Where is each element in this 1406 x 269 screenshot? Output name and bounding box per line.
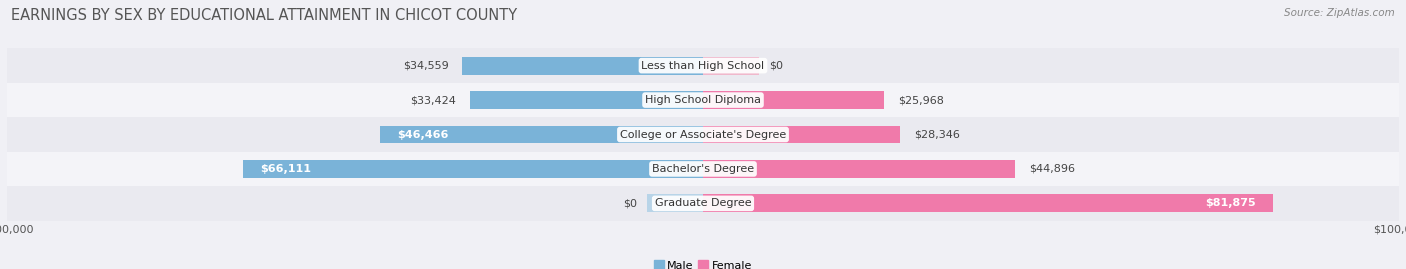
Text: $81,875: $81,875 [1205,198,1256,208]
Text: Graduate Degree: Graduate Degree [655,198,751,208]
Bar [7,152,1399,186]
Text: $46,466: $46,466 [396,129,449,140]
Bar [703,91,884,109]
Text: High School Diploma: High School Diploma [645,95,761,105]
Bar [7,186,1399,221]
Bar [7,48,1399,83]
Bar [7,83,1399,117]
Text: Source: ZipAtlas.com: Source: ZipAtlas.com [1284,8,1395,18]
Text: $0: $0 [769,61,783,71]
Legend: Male, Female: Male, Female [650,256,756,269]
Text: $25,968: $25,968 [897,95,943,105]
Text: $44,896: $44,896 [1029,164,1076,174]
Bar [243,160,703,178]
Bar [703,160,1015,178]
Text: $66,111: $66,111 [260,164,311,174]
Bar [463,57,703,75]
Text: $0: $0 [623,198,637,208]
Bar [703,57,759,75]
Bar [703,126,900,143]
Bar [380,126,703,143]
Text: Bachelor's Degree: Bachelor's Degree [652,164,754,174]
Bar [7,117,1399,152]
Text: $34,559: $34,559 [402,61,449,71]
Bar [703,194,1272,212]
Text: College or Associate's Degree: College or Associate's Degree [620,129,786,140]
Text: $28,346: $28,346 [914,129,960,140]
Bar [647,194,703,212]
Text: $33,424: $33,424 [411,95,457,105]
Bar [471,91,703,109]
Text: EARNINGS BY SEX BY EDUCATIONAL ATTAINMENT IN CHICOT COUNTY: EARNINGS BY SEX BY EDUCATIONAL ATTAINMEN… [11,8,517,23]
Text: Less than High School: Less than High School [641,61,765,71]
